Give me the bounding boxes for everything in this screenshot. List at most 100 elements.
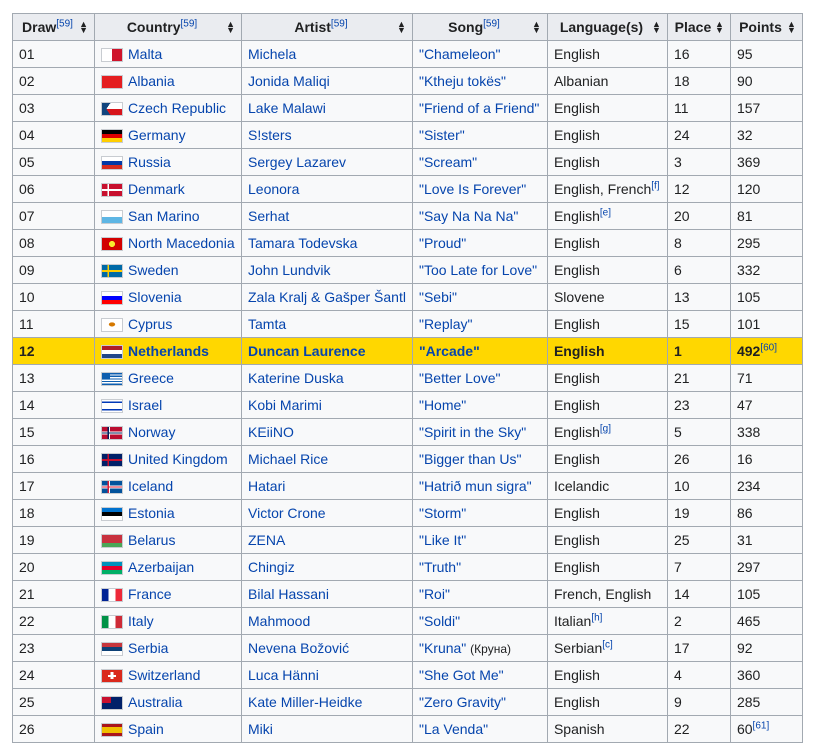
country-link[interactable]: Azerbaijan [128,559,195,575]
column-header-place[interactable]: Place ▲ ▼ [666,13,731,41]
artist-link[interactable]: Tamta [248,316,287,332]
sort-icon[interactable]: ▲ ▼ [787,19,796,35]
country-link[interactable]: Australia [128,694,183,710]
sort-icon[interactable]: ▲ ▼ [226,19,235,35]
sort-icon[interactable]: ▲ ▼ [652,19,661,35]
country-link[interactable]: Sweden [128,262,179,278]
note-link[interactable]: [e] [599,207,612,219]
country-link[interactable]: United Kingdom [128,451,228,467]
artist-link[interactable]: Kate Miller-Heidke [248,694,363,710]
song-link[interactable]: "La Venda" [418,721,489,737]
country-link[interactable]: North Macedonia [128,235,235,251]
country-link[interactable]: Switzerland [128,667,201,683]
artist-link[interactable]: S!sters [248,127,292,143]
column-header-draw[interactable]: Draw[59] ▲ ▼ [12,13,95,41]
country-link[interactable]: Slovenia [128,289,182,305]
country-link[interactable]: Malta [128,46,163,62]
artist-link[interactable]: Serhat [248,208,290,224]
song-link[interactable]: "Sebi" [418,289,457,305]
sort-icon[interactable]: ▲ ▼ [715,19,724,35]
reference-link[interactable]: [60] [760,342,778,354]
artist-link[interactable]: Nevena Božović [248,640,350,656]
country-link[interactable]: Greece [128,370,174,386]
artist-link[interactable]: Lake Malawi [248,100,326,116]
song-link[interactable]: "Friend of a Friend" [418,100,540,116]
reference-link[interactable]: [59] [483,18,500,30]
song-link[interactable]: "Say Na Na Na" [418,208,519,224]
song-link[interactable]: "Kruna" [418,640,467,656]
artist-link[interactable]: Miki [248,721,273,737]
song-link[interactable]: "Love Is Forever" [418,181,527,197]
note-link[interactable]: [h] [591,612,603,624]
country-link[interactable]: Norway [128,424,176,440]
column-header-points[interactable]: Points ▲ ▼ [729,13,803,41]
country-link[interactable]: Israel [128,397,163,413]
song-link[interactable]: "Storm" [418,505,467,521]
country-link[interactable]: Germany [128,127,186,143]
song-link[interactable]: "Zero Gravity" [418,694,506,710]
country-link[interactable]: Iceland [128,478,174,494]
note-link[interactable]: [g] [599,423,612,435]
artist-link[interactable]: Kobi Marimi [248,397,322,413]
reference-link[interactable]: [59] [56,18,73,30]
song-link[interactable]: "Hatrið mun sigra" [418,478,532,494]
artist-link[interactable]: KEiiNO [248,424,294,440]
country-link[interactable]: Estonia [128,505,175,521]
artist-link[interactable]: Zala Kralj & Gašper Šantl [248,289,406,305]
country-link[interactable]: Italy [128,613,154,629]
song-link[interactable]: "Chameleon" [418,46,501,62]
country-link[interactable]: Albania [128,73,175,89]
country-link[interactable]: Russia [128,154,171,170]
song-link[interactable]: "Sister" [418,127,465,143]
song-link[interactable]: "Scream" [418,154,478,170]
country-link[interactable]: Spain [128,721,164,737]
artist-link[interactable]: Luca Hänni [248,667,319,683]
song-link[interactable]: "Replay" [418,316,473,332]
song-link[interactable]: "Arcade" [418,343,480,359]
column-header-artist[interactable]: Artist[59] ▲ ▼ [241,13,413,41]
artist-link[interactable]: Sergey Lazarev [248,154,347,170]
song-link[interactable]: "Like It" [418,532,467,548]
song-link[interactable]: "Soldi" [418,613,461,629]
reference-link[interactable]: [59] [330,18,348,30]
note-link[interactable]: [f] [651,180,660,192]
artist-link[interactable]: Bilal Hassani [248,586,329,602]
country-link[interactable]: Cyprus [128,316,173,332]
song-link[interactable]: "Proud" [418,235,467,251]
artist-link[interactable]: Mahmood [248,613,311,629]
artist-link[interactable]: Tamara Todevska [248,235,358,251]
artist-link[interactable]: Jonida Maliqi [248,73,330,89]
song-link[interactable]: "Home" [418,397,467,413]
artist-link[interactable]: Leonora [248,181,300,197]
country-link[interactable]: Denmark [128,181,185,197]
column-header-song[interactable]: Song[59] ▲ ▼ [411,13,548,41]
artist-link[interactable]: Michela [248,46,297,62]
column-header-country[interactable]: Country[59] ▲ ▼ [94,13,242,41]
artist-link[interactable]: Victor Crone [248,505,326,521]
country-link[interactable]: San Marino [128,208,200,224]
country-link[interactable]: Netherlands [128,343,209,359]
song-link[interactable]: "She Got Me" [418,667,504,683]
sort-icon[interactable]: ▲ ▼ [397,19,406,35]
song-link[interactable]: "Bigger than Us" [418,451,522,467]
artist-link[interactable]: Duncan Laurence [248,343,366,359]
country-link[interactable]: France [128,586,172,602]
country-link[interactable]: Serbia [128,640,169,656]
sort-icon[interactable]: ▲ ▼ [532,19,541,35]
song-link[interactable]: "Too Late for Love" [418,262,538,278]
column-header-language[interactable]: Language(s) ▲ ▼ [546,13,668,41]
note-link[interactable]: [c] [602,639,613,651]
song-link[interactable]: "Ktheju tokës" [418,73,506,89]
artist-link[interactable]: Michael Rice [248,451,329,467]
artist-link[interactable]: Hatari [248,478,286,494]
artist-link[interactable]: Katerine Duska [248,370,344,386]
country-link[interactable]: Czech Republic [128,100,227,116]
song-link[interactable]: "Spirit in the Sky" [418,424,527,440]
song-link[interactable]: "Truth" [418,559,462,575]
artist-link[interactable]: John Lundvik [248,262,331,278]
country-link[interactable]: Belarus [128,532,176,548]
reference-link[interactable]: [61] [752,720,770,732]
song-link[interactable]: "Better Love" [418,370,501,386]
artist-link[interactable]: Chingiz [248,559,295,575]
reference-link[interactable]: [59] [180,18,198,30]
